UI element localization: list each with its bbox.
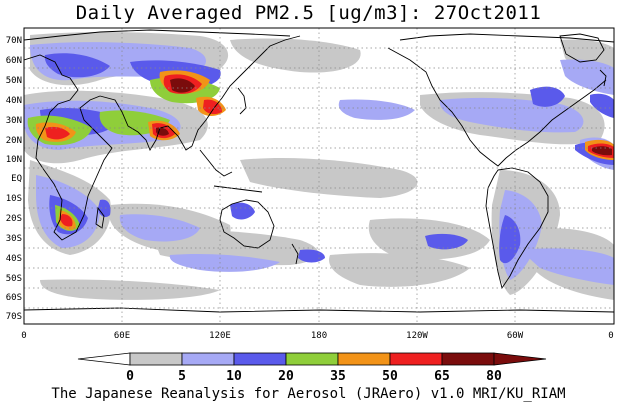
colorbar-swatch bbox=[493, 352, 547, 366]
colorbar-swatch bbox=[77, 352, 131, 366]
colorbar-label: 35 bbox=[330, 369, 346, 384]
lat-label: 30N bbox=[6, 116, 22, 126]
lat-label: 50N bbox=[6, 76, 22, 86]
lon-label: 60W bbox=[507, 331, 524, 341]
lat-label: 10S bbox=[6, 194, 22, 204]
colorbar-label: 20 bbox=[278, 369, 294, 384]
map-title: Daily Averaged PM2.5 [ug/m3]: 27Oct2011 bbox=[75, 2, 542, 24]
lat-label: 40S bbox=[6, 254, 22, 264]
lon-label: 60E bbox=[114, 331, 130, 341]
lat-label: 70S bbox=[6, 312, 22, 322]
colorbar: 0 5 10 20 35 50 65 80 bbox=[77, 352, 547, 384]
colorbar-label: 50 bbox=[382, 369, 398, 384]
lat-label: 30S bbox=[6, 234, 22, 244]
lon-label: 0 bbox=[608, 331, 613, 341]
colorbar-label: 5 bbox=[178, 369, 186, 384]
colorbar-label: 80 bbox=[486, 369, 502, 384]
colorbar-swatch bbox=[285, 352, 339, 366]
colorbar-swatch bbox=[129, 352, 183, 366]
colorbar-label: 65 bbox=[434, 369, 450, 384]
colorbar-label: 0 bbox=[126, 369, 134, 384]
lat-label: 20S bbox=[6, 214, 22, 224]
pm25-field-darkred bbox=[156, 78, 612, 156]
lat-label: 40N bbox=[6, 96, 22, 106]
latitude-labels: 70N 60N 50N 40N 30N 20N 10N EQ 10S 20S 3… bbox=[6, 36, 22, 322]
footer-caption: The Japanese Reanalysis for Aerosol (JRA… bbox=[51, 386, 566, 402]
lon-label: 0 bbox=[21, 331, 26, 341]
lat-label: 10N bbox=[6, 155, 22, 165]
plot-frame bbox=[23, 27, 615, 325]
colorbar-label: 10 bbox=[226, 369, 242, 384]
lat-label: 70N bbox=[6, 36, 22, 46]
lat-label: 20N bbox=[6, 136, 22, 146]
colorbar-swatch bbox=[233, 352, 287, 366]
lon-label: 120E bbox=[209, 331, 231, 341]
lat-label: 60N bbox=[6, 56, 22, 66]
lon-label: 180 bbox=[311, 331, 327, 341]
colorbar-swatch bbox=[181, 352, 235, 366]
lon-label: 120W bbox=[406, 331, 428, 341]
colorbar-swatch bbox=[389, 352, 443, 366]
longitude-labels: 0 60E 120E 180 120W 60W 0 bbox=[21, 331, 613, 341]
lat-label: 50S bbox=[6, 274, 22, 284]
lat-label: 60S bbox=[6, 293, 22, 303]
colorbar-swatch bbox=[337, 352, 391, 366]
lat-label: EQ bbox=[11, 174, 22, 184]
graticule bbox=[24, 28, 614, 324]
colorbar-swatch bbox=[441, 352, 495, 366]
